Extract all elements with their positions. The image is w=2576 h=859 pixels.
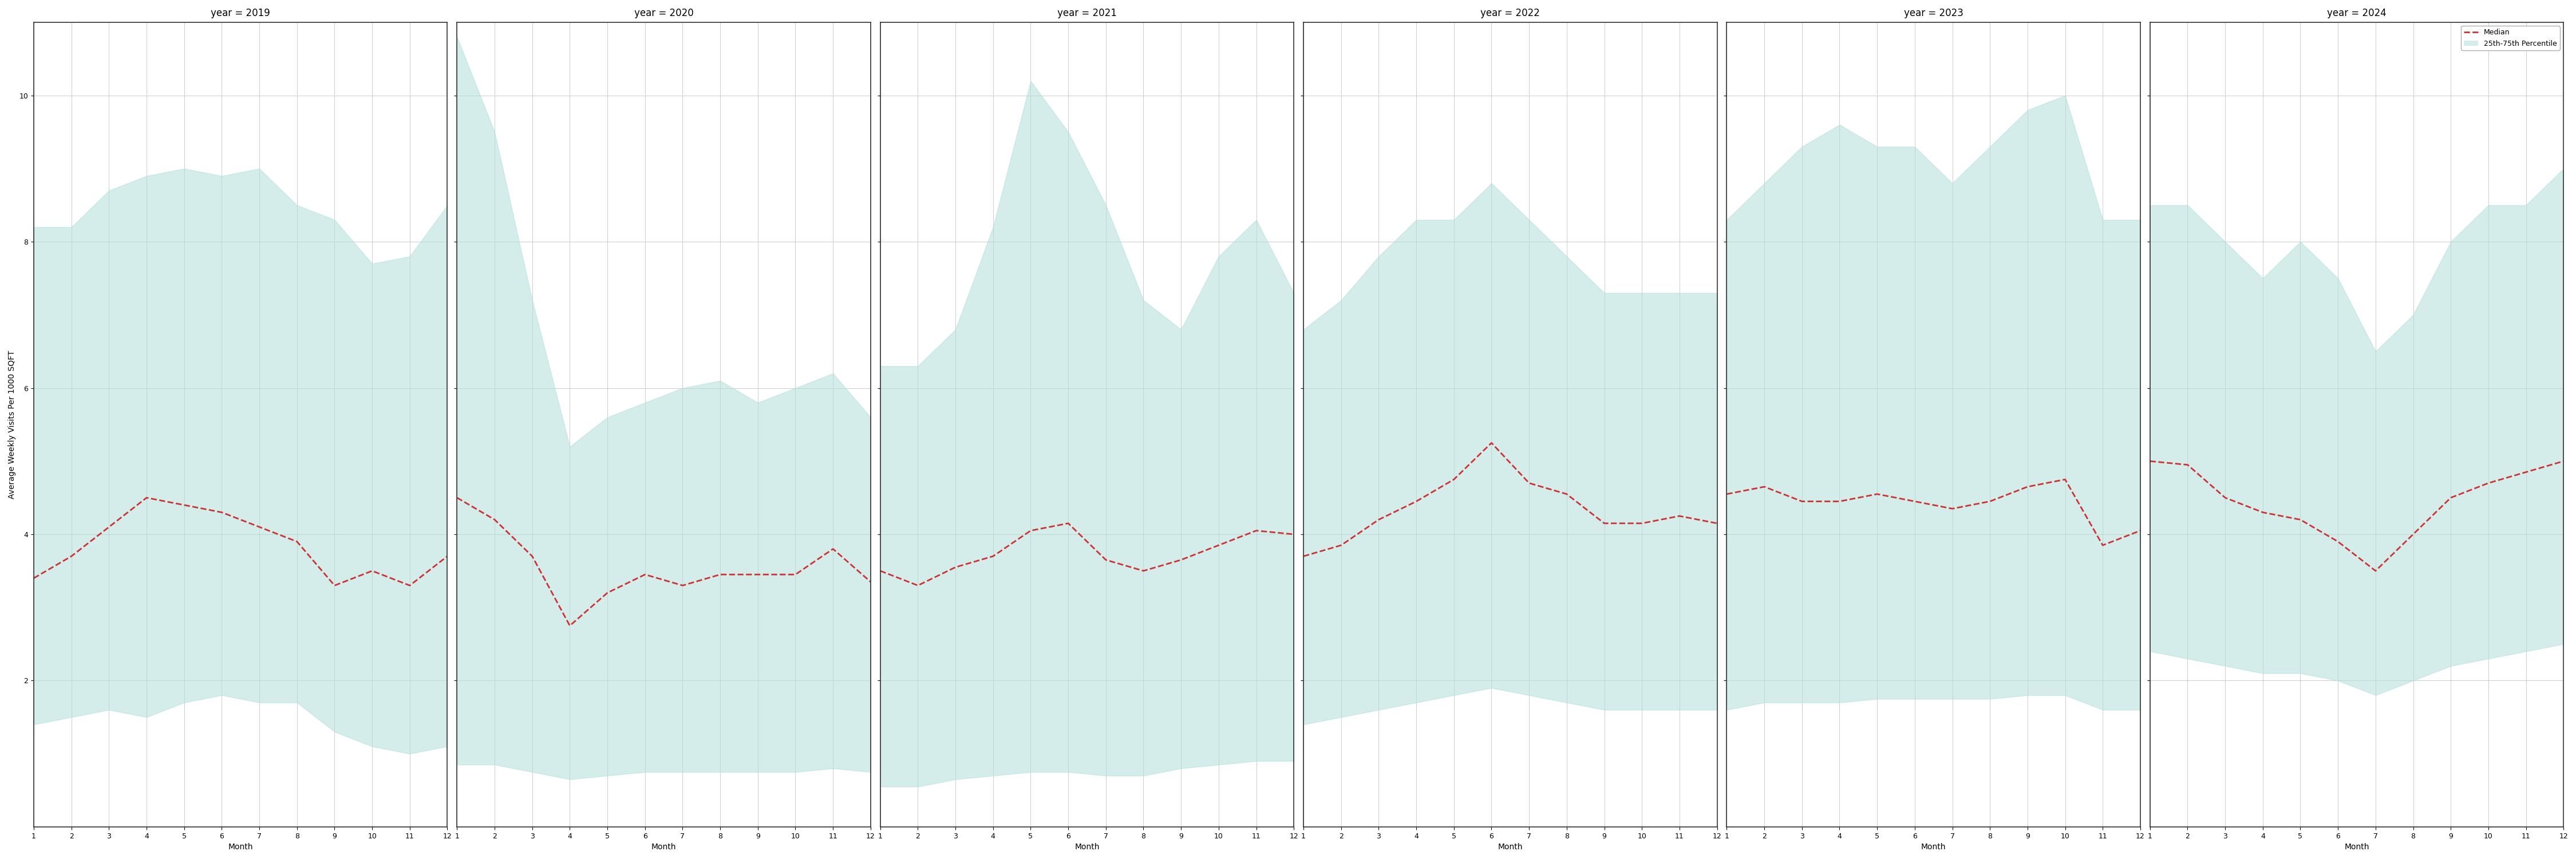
Line: Median: Median bbox=[1726, 479, 2141, 545]
Median bbox=[440, 492, 471, 503]
Median bbox=[1242, 526, 1273, 536]
Median bbox=[1128, 566, 1159, 576]
Median bbox=[394, 581, 425, 591]
Median bbox=[2324, 537, 2354, 547]
Median bbox=[855, 576, 886, 587]
Median bbox=[554, 620, 585, 631]
Median bbox=[2136, 456, 2166, 466]
Median bbox=[2512, 467, 2543, 478]
Median bbox=[1363, 515, 1394, 525]
Median bbox=[1749, 482, 1780, 492]
Median bbox=[1625, 518, 1656, 528]
Line: Median: Median bbox=[881, 523, 1293, 586]
Median bbox=[2398, 529, 2429, 539]
Median bbox=[1788, 497, 1819, 507]
Title: year = 2021: year = 2021 bbox=[1056, 8, 1118, 18]
Median bbox=[245, 521, 276, 532]
X-axis label: Month: Month bbox=[2344, 843, 2370, 851]
Median bbox=[18, 573, 49, 583]
Median bbox=[866, 566, 896, 576]
Median bbox=[2285, 515, 2316, 525]
Median bbox=[1551, 489, 1582, 499]
Median bbox=[817, 544, 848, 554]
Median bbox=[2050, 474, 2081, 484]
Median bbox=[1515, 478, 1546, 488]
Median bbox=[131, 492, 162, 503]
Title: year = 2019: year = 2019 bbox=[211, 8, 270, 18]
Line: Median: Median bbox=[1303, 443, 1718, 557]
Median bbox=[1288, 551, 1319, 562]
Median bbox=[2360, 566, 2391, 576]
Median bbox=[2473, 478, 2504, 488]
Median bbox=[1327, 540, 1358, 551]
Median bbox=[319, 581, 350, 591]
Median bbox=[2246, 507, 2277, 517]
Median bbox=[1164, 555, 1195, 565]
Median bbox=[57, 551, 88, 562]
Median bbox=[1203, 540, 1234, 551]
Median bbox=[1973, 497, 2004, 507]
Median bbox=[1899, 497, 1929, 507]
Median bbox=[2012, 482, 2043, 492]
Median bbox=[2548, 456, 2576, 466]
Median bbox=[2210, 492, 2241, 503]
Median bbox=[2172, 460, 2202, 470]
Median bbox=[93, 521, 124, 532]
Median bbox=[167, 500, 198, 510]
Median bbox=[1937, 503, 1968, 514]
Median bbox=[1862, 489, 1893, 499]
Median bbox=[2087, 540, 2117, 551]
Median bbox=[1015, 526, 1046, 536]
Median bbox=[1703, 518, 1734, 528]
Median bbox=[629, 570, 659, 580]
Median bbox=[1401, 497, 1432, 507]
Median bbox=[592, 588, 623, 598]
Median bbox=[1589, 518, 1620, 528]
Line: Median: Median bbox=[456, 497, 871, 625]
Median bbox=[355, 566, 386, 576]
Median bbox=[902, 581, 933, 591]
Legend: Median, 25th-75th Percentile: Median, 25th-75th Percentile bbox=[2460, 26, 2561, 50]
Median bbox=[433, 551, 464, 562]
X-axis label: Month: Month bbox=[1922, 843, 1945, 851]
Median bbox=[940, 562, 971, 572]
Median bbox=[979, 551, 1010, 562]
Median bbox=[1710, 489, 1741, 499]
Median bbox=[706, 570, 737, 580]
Median bbox=[2434, 492, 2465, 503]
Title: year = 2020: year = 2020 bbox=[634, 8, 693, 18]
Median bbox=[742, 570, 773, 580]
Median bbox=[1278, 529, 1309, 539]
X-axis label: Month: Month bbox=[1497, 843, 1522, 851]
Median bbox=[781, 570, 811, 580]
X-axis label: Month: Month bbox=[652, 843, 677, 851]
Median bbox=[479, 515, 510, 525]
Line: Median: Median bbox=[33, 497, 448, 586]
Title: year = 2024: year = 2024 bbox=[2326, 8, 2385, 18]
Median bbox=[518, 551, 549, 562]
Median bbox=[2125, 526, 2156, 536]
Median bbox=[1824, 497, 1855, 507]
Median bbox=[1476, 438, 1507, 448]
Median bbox=[281, 537, 312, 547]
Median bbox=[1664, 511, 1695, 521]
Title: year = 2022: year = 2022 bbox=[1481, 8, 1540, 18]
Title: year = 2023: year = 2023 bbox=[1904, 8, 1963, 18]
Median bbox=[1437, 474, 1468, 484]
X-axis label: Month: Month bbox=[1074, 843, 1100, 851]
Median bbox=[1054, 518, 1084, 528]
Median bbox=[1090, 555, 1121, 565]
Median bbox=[206, 507, 237, 517]
Median bbox=[667, 581, 698, 591]
Line: Median: Median bbox=[2151, 461, 2563, 571]
X-axis label: Month: Month bbox=[229, 843, 252, 851]
Y-axis label: Average Weekly Visits Per 1000 SQFT: Average Weekly Visits Per 1000 SQFT bbox=[8, 350, 15, 499]
